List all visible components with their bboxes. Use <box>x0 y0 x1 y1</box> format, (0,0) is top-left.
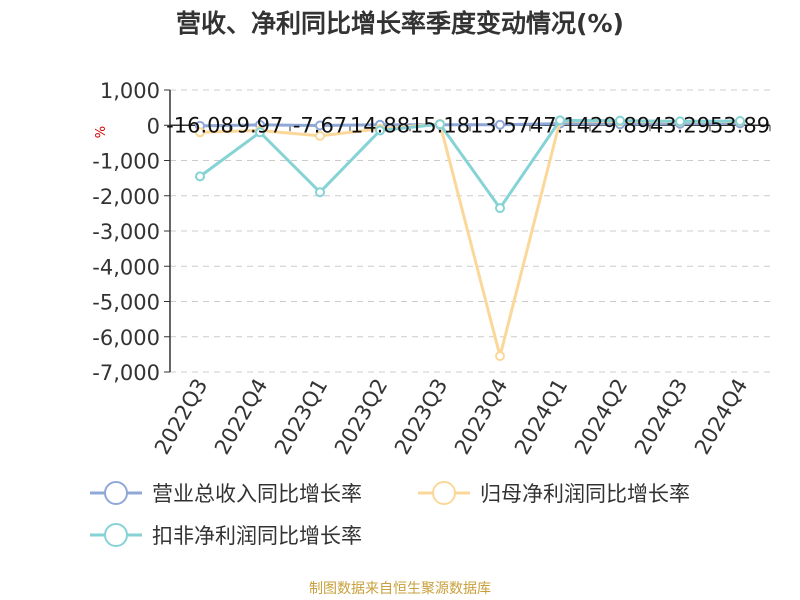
data-label: 14.88 <box>350 113 410 137</box>
series-3-point <box>615 115 625 126</box>
legend-marker-icon <box>90 523 142 547</box>
data-label: 13.57 <box>470 113 530 137</box>
series-line-1 <box>199 121 741 128</box>
x-tick-label: 2023Q3 <box>390 375 452 459</box>
y-tick-label: -2,000 <box>92 185 160 209</box>
series-3-point <box>435 119 445 130</box>
y-tick-labels: 1,000 0 -1,000 -2,000 -3,000 -4,000 -5,000 -6,0… <box>92 79 160 385</box>
legend-marker-icon <box>90 481 142 505</box>
y-tick-label: 0 <box>147 114 160 138</box>
x-tick-labels: 2022Q32022Q42023Q12023Q22023Q32023Q42024… <box>150 375 752 459</box>
legend-label: 扣非净利润同比增长率 <box>152 524 362 548</box>
x-tick-label: 2023Q1 <box>270 375 332 459</box>
legend-label: 营业总收入同比增长率 <box>152 482 362 506</box>
series-lines <box>195 115 745 362</box>
data-label: 29.89 <box>590 113 650 137</box>
y-tick-label: 1,000 <box>100 79 160 103</box>
series-3-point <box>555 115 565 126</box>
series-2-point <box>195 127 205 138</box>
y-tick-label: -3,000 <box>92 220 160 244</box>
chart-source-note: 制图数据来自恒生聚源数据库 <box>309 581 491 597</box>
x-tick-label: 2023Q4 <box>450 375 512 459</box>
grid-lines <box>170 89 770 373</box>
data-label: 47.14 <box>530 113 590 137</box>
series-2-point <box>315 130 325 141</box>
x-tick-label: 2024Q3 <box>630 375 692 459</box>
y-tick-label: -1,000 <box>92 150 160 174</box>
series-3-point <box>195 171 205 182</box>
x-tick-label: 2024Q1 <box>510 375 572 459</box>
series-line-2 <box>199 119 741 358</box>
y-axis-unit-label: % <box>94 126 109 138</box>
x-tick-label: 2024Q4 <box>690 375 752 459</box>
y-tick-label: -7,000 <box>92 361 160 385</box>
series-2-point <box>495 351 505 362</box>
x-tick-label: 2024Q2 <box>570 375 632 459</box>
series-1-point <box>495 119 505 130</box>
x-tick-label: 2022Q4 <box>210 375 272 459</box>
data-label: 43.29 <box>650 113 710 137</box>
x-tick-label: 2022Q3 <box>150 375 212 459</box>
legend-item[interactable]: 扣非净利润同比增长率 <box>88 520 362 550</box>
legend-item[interactable]: 营业总收入同比增长率 <box>88 478 362 508</box>
x-tick-label: 2023Q2 <box>330 375 392 459</box>
data-label: 9.97 <box>237 113 284 137</box>
series-3-point <box>375 125 385 136</box>
y-tick-label: -5,000 <box>92 291 160 315</box>
series-3-point <box>255 127 265 138</box>
series-3-point <box>675 116 685 127</box>
data-label: -16.08 <box>166 113 234 137</box>
series-1-point <box>315 120 325 131</box>
legend-marker-icon <box>418 481 470 505</box>
data-label: 53.89 <box>710 113 770 137</box>
series-line-3 <box>199 118 741 210</box>
series-3-point <box>735 116 745 127</box>
y-tick-label: -6,000 <box>92 326 160 350</box>
y-tick-label: -4,000 <box>92 255 160 279</box>
data-label: -7.67 <box>293 113 347 137</box>
chart-title: 营收、净利同比增长率季度变动情况(%) <box>176 9 624 38</box>
data-label: 15.18 <box>410 113 470 137</box>
series-3-point <box>315 187 325 198</box>
series-3-point <box>495 203 505 214</box>
legend-label: 归母净利润同比增长率 <box>480 482 690 506</box>
data-labels: -16.08 9.97 -7.67 14.88 15.18 13.57 47.14 29.89… <box>166 113 770 137</box>
legend-item[interactable]: 归母净利润同比增长率 <box>416 478 690 508</box>
